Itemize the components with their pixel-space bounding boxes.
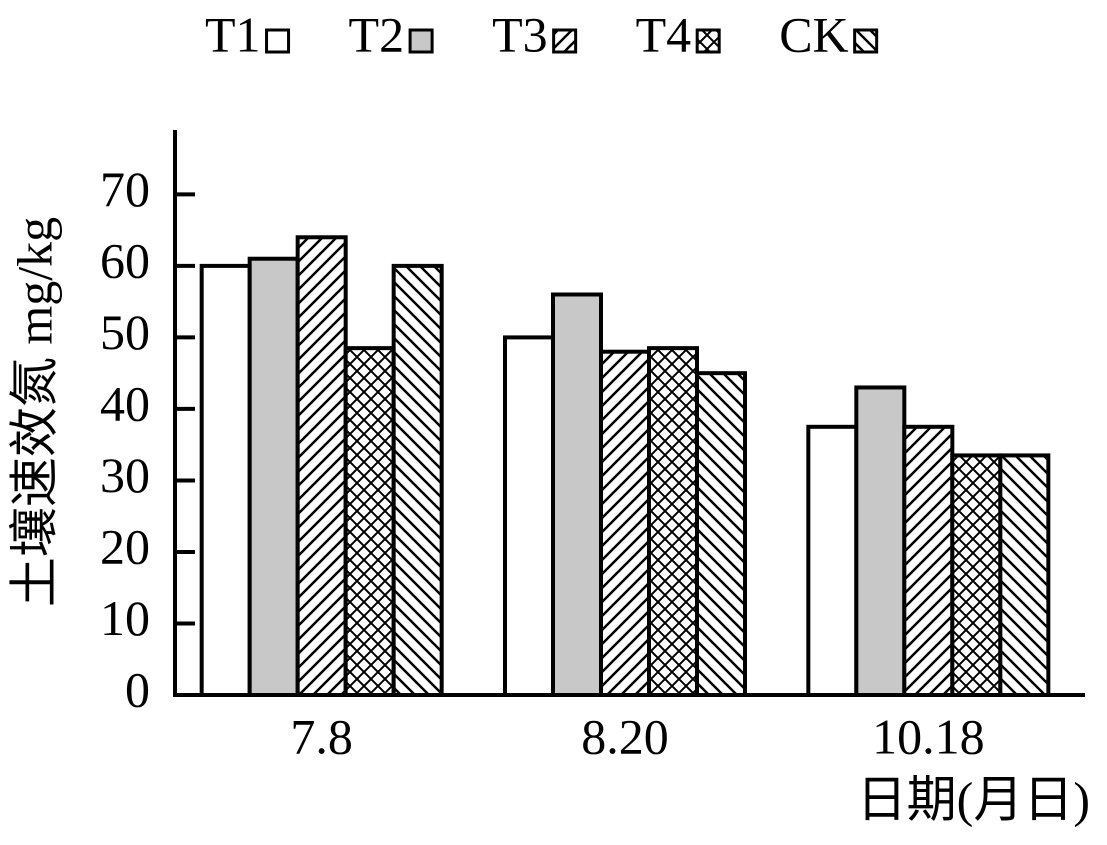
bar — [247, 256, 300, 697]
bar — [647, 346, 699, 697]
y-tick-label: 50 — [100, 304, 150, 360]
x-tick-label: 8.20 — [581, 708, 669, 764]
x-axis-title: 日期(月日) — [857, 771, 1090, 827]
y-tick-label: 30 — [100, 447, 150, 503]
y-tick-label: 0 — [125, 661, 150, 717]
y-tick-label: 20 — [100, 518, 150, 574]
bar — [199, 263, 252, 697]
bar — [503, 335, 555, 697]
y-axis-title: 土壤速效氮 mg/kg — [6, 217, 62, 607]
legend-label: T1 — [205, 6, 261, 62]
y-tick-label: 40 — [100, 375, 150, 431]
bar — [295, 235, 348, 698]
x-tick-label: 7.8 — [290, 708, 353, 764]
bar — [695, 371, 747, 697]
bar — [902, 424, 955, 697]
bar — [599, 349, 651, 697]
bar — [950, 453, 1003, 698]
legend-swatch — [408, 28, 434, 54]
y-tick-label: 60 — [100, 232, 150, 288]
legend-swatch — [265, 28, 291, 54]
bar — [391, 263, 444, 697]
bar — [806, 424, 859, 697]
legend-swatch — [853, 28, 879, 54]
legend-label: T3 — [492, 6, 548, 62]
bar — [551, 292, 603, 697]
bar — [998, 453, 1051, 698]
legend-label: T2 — [349, 6, 405, 62]
bar — [343, 346, 396, 697]
y-tick-label: 10 — [100, 590, 150, 646]
legend-swatch — [695, 28, 721, 54]
legend-swatch — [552, 28, 578, 54]
x-tick-label: 10.18 — [872, 708, 985, 764]
bar — [854, 385, 907, 697]
legend-label: CK — [779, 6, 848, 62]
legend-label: T4 — [636, 6, 692, 62]
y-tick-label: 70 — [100, 161, 150, 217]
